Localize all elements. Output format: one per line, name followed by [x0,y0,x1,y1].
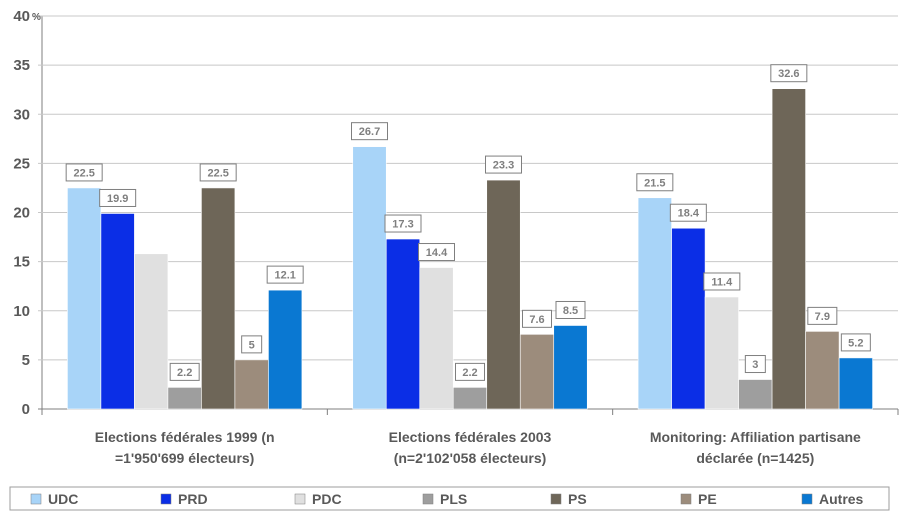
data-label: 18.4 [678,208,700,220]
data-label: 2.2 [462,367,477,379]
bar-pe [805,331,840,410]
data-label: 2.2 [177,367,192,379]
data-labels: 22.5 19.9 2.2 22.5 5 12.1 26.7 17.3 14.4 2.2 23.3 7… [65,64,871,381]
data-label: 7.9 [815,311,830,323]
data-label: 32.6 [778,68,799,80]
y-axis-unit-label: % [32,12,41,23]
y-tick-label: 5 [22,352,30,369]
data-label-box [703,272,741,291]
category-label: Elections fédérales 1999 (n [95,429,275,445]
legend-swatch [801,493,813,505]
data-label: 22.5 [207,167,228,179]
bar-pdc [134,253,169,410]
bar-pdc [419,267,454,410]
data-label: 23.3 [493,160,514,172]
bar-autres [268,289,303,410]
bar-ps [771,88,806,410]
y-tick-label: 20 [13,205,30,222]
data-label-box [744,355,766,374]
data-label-box [840,333,871,352]
legend-label: PRD [178,491,208,507]
bar-pls [452,387,488,410]
legend-swatch [680,493,692,505]
data-label: 21.5 [644,177,665,189]
bar-pls [738,379,773,410]
data-label: 19.9 [107,193,128,205]
data-label: 22.5 [73,167,94,179]
bar-pls [167,387,202,410]
legend-swatch [294,493,306,505]
legend-label: PDC [312,491,342,507]
data-label-box [266,265,304,284]
bar-autres [553,325,588,410]
data-label-box [65,163,103,182]
bar-prd [100,213,135,410]
data-label-box [384,214,422,233]
data-label: 12.1 [274,270,295,282]
bar-autres [838,357,873,410]
data-label: 14.4 [426,247,448,259]
bar-ps [486,179,521,410]
x-axis: Elections fédérales 1999 (n =1'950'699 él… [95,429,861,466]
bar-prd [385,238,421,410]
bar-prd [671,227,706,410]
category-label: déclarée (n=1425) [696,450,814,466]
data-label-box [555,300,586,319]
legend-label: PS [568,491,587,507]
data-label-box [455,362,485,381]
data-label: 11.4 [711,276,733,288]
data-label: 5.2 [848,337,863,349]
legend-box [9,486,890,511]
legend-swatch [160,493,172,505]
y-tick-label: 25 [13,155,30,172]
data-label: 8.5 [563,305,578,317]
data-label-box [770,64,808,83]
legend-label: PLS [440,491,467,507]
y-tick-label: 40 [13,8,30,25]
legend-label: UDC [48,491,78,507]
data-label: 5 [249,339,255,351]
y-tick-label: 30 [13,106,30,123]
bar-udc [352,146,387,410]
y-tick-label: 0 [22,401,30,418]
y-axis: 0 5 10 15 20 25 30 35 40% [13,8,41,418]
data-label-box [669,203,707,222]
bar-udc [67,187,102,410]
data-label-box [807,306,838,325]
legend-swatch [550,493,562,505]
data-label: 26.7 [359,126,380,138]
data-label: 17.3 [392,219,413,231]
data-label-box [418,243,455,262]
bar-ps [201,187,236,410]
data-label: 3 [752,359,758,371]
y-tick-label: 35 [13,57,30,74]
legend-label: PE [698,491,717,507]
data-label-box [351,122,388,141]
legend-swatch [422,493,434,505]
category-label: =1'950'699 électeurs) [115,450,254,466]
data-label-box [99,188,137,207]
category-label: (n=2'102'058 électeurs) [394,450,547,466]
legend-label: Autres [819,491,864,507]
y-tick-label: 15 [13,254,30,271]
data-label-box [169,362,200,381]
y-tick-label: 10 [13,303,30,320]
bar-udc [637,197,672,410]
legend: UDC PRD PDC PLS PS PE Autres [9,486,890,511]
data-label-box [636,173,674,192]
data-label-box [199,163,237,182]
data-label: 7.6 [529,314,544,326]
data-label-box [241,335,263,354]
category-label: Monitoring: Affiliation partisane [650,429,861,445]
bar-pe [234,359,269,410]
data-label-box [522,309,552,328]
bars [67,88,873,410]
legend-swatch [30,493,42,505]
bar-pdc [704,296,739,410]
data-label-box [485,155,522,174]
bar-pe [519,334,555,410]
category-label: Elections fédérales 2003 [389,429,552,445]
